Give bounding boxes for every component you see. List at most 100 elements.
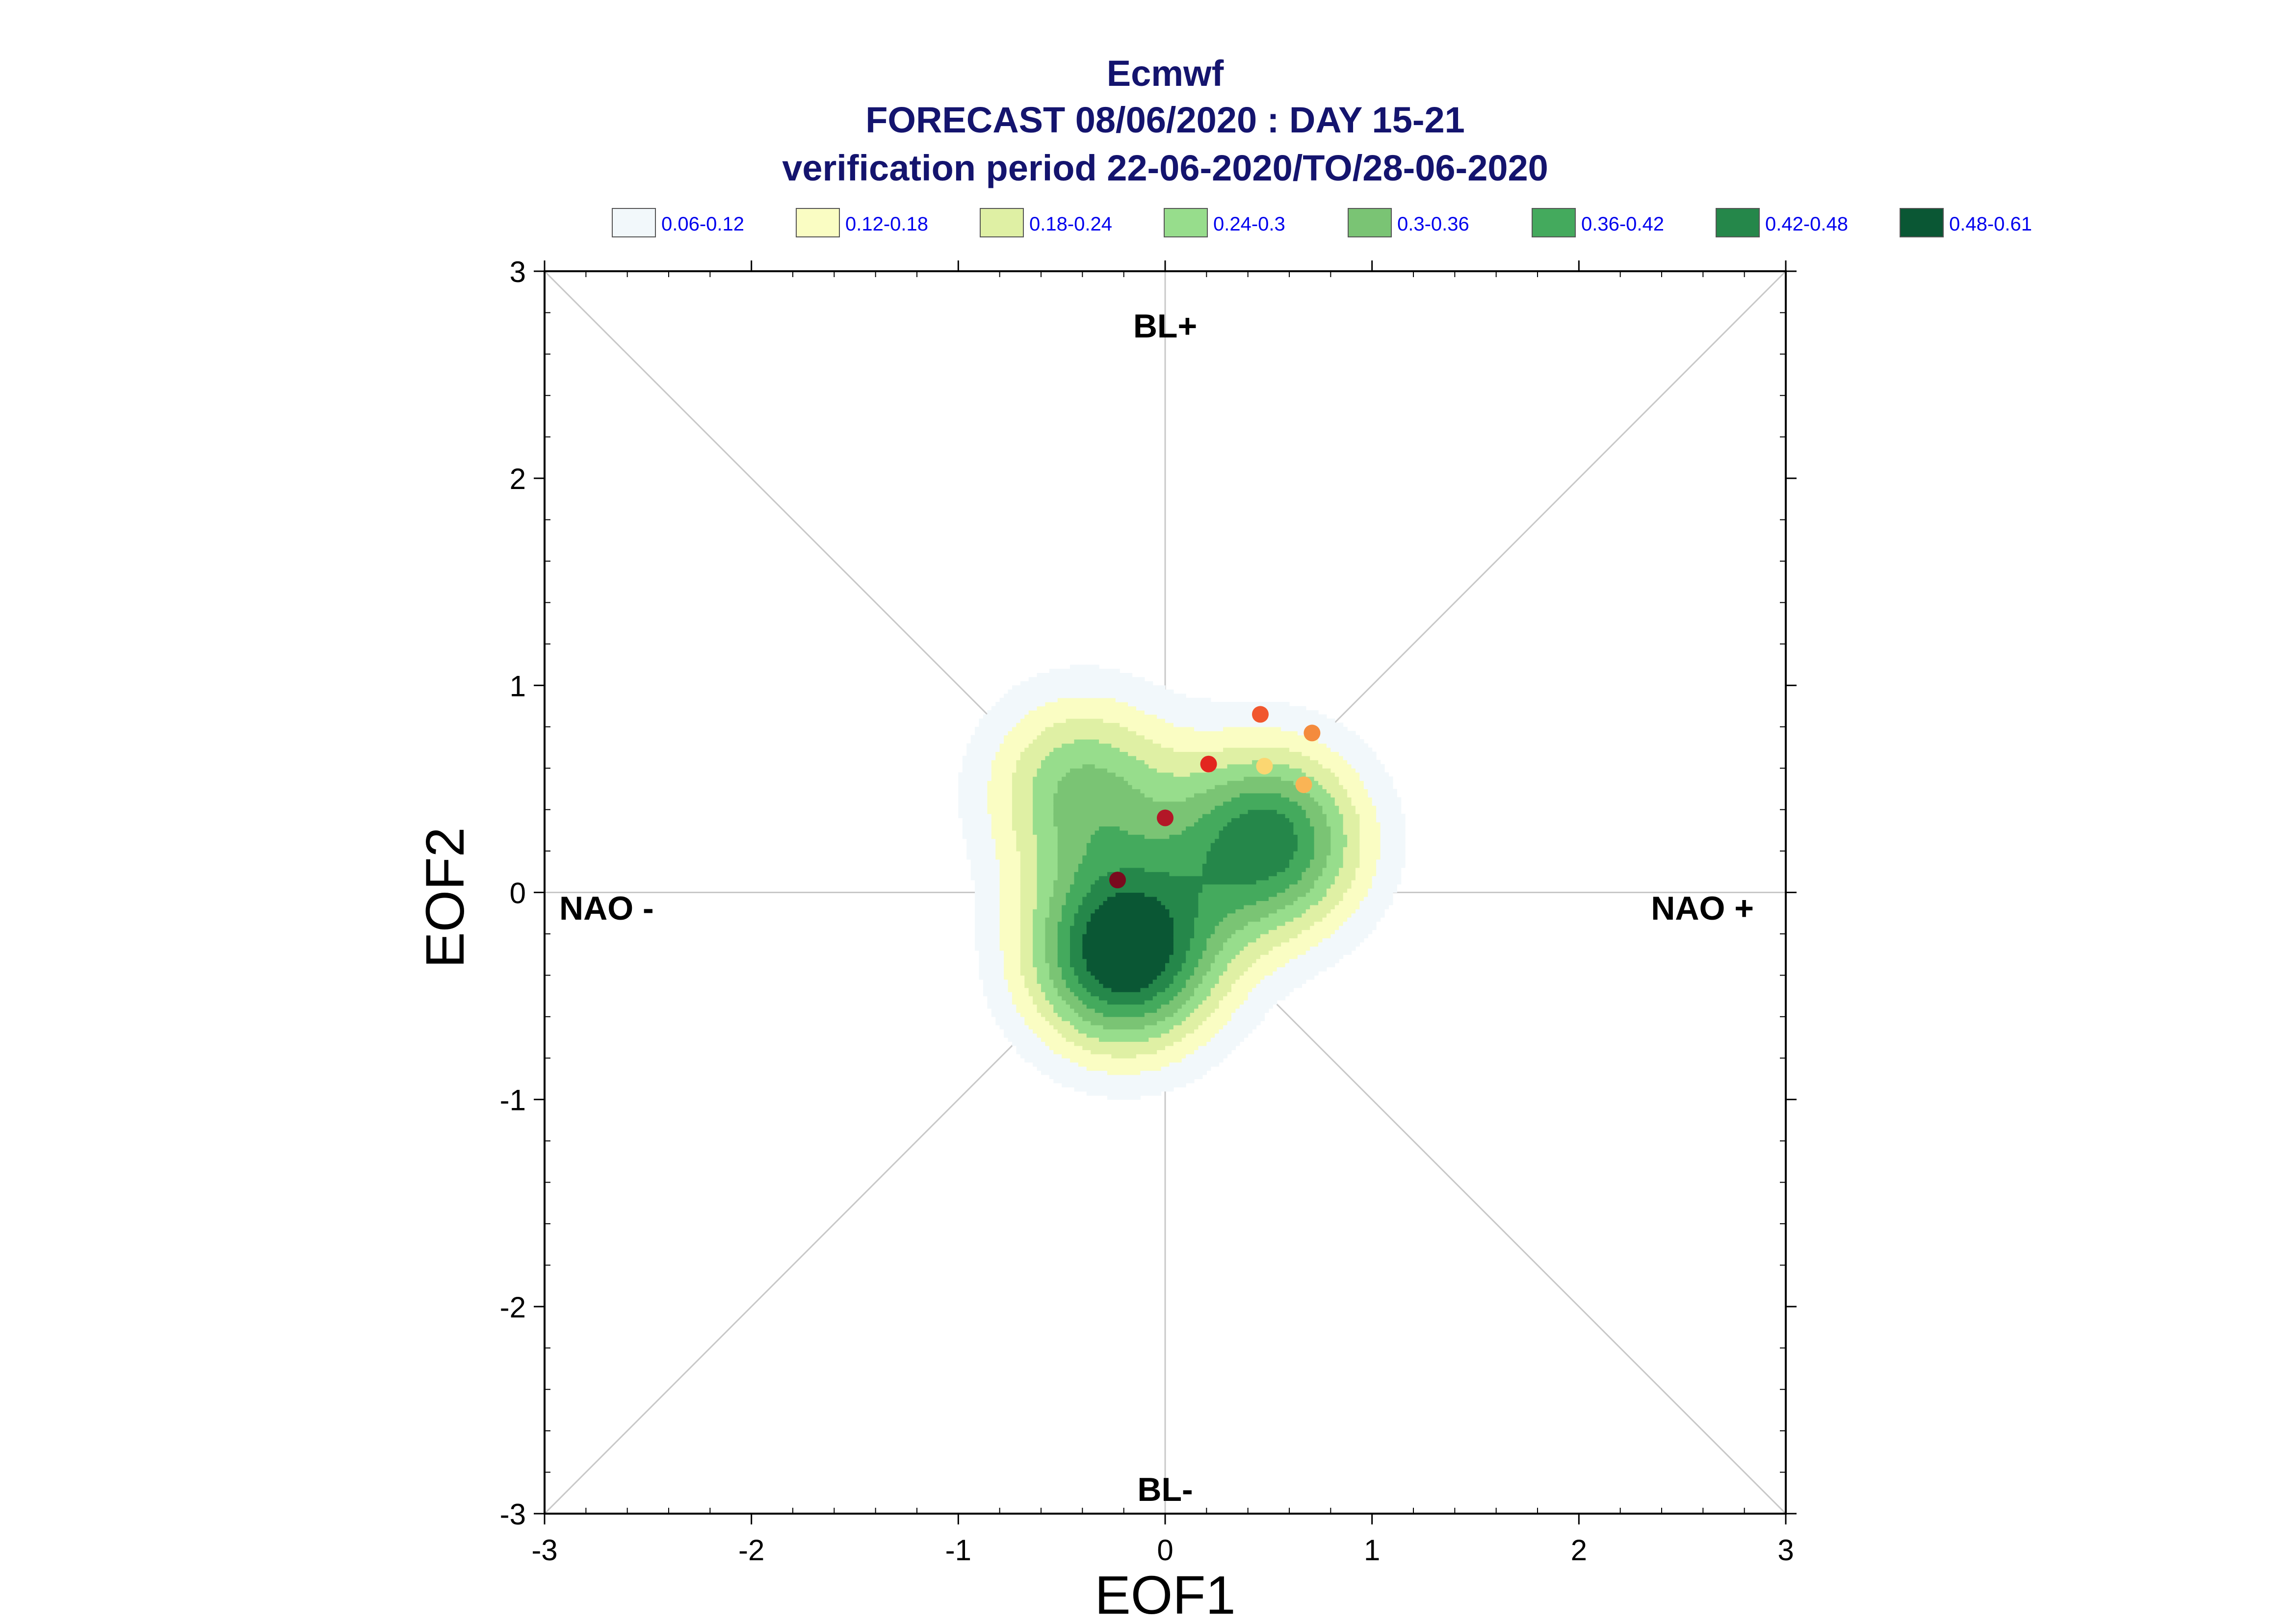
density-cell <box>1041 996 1046 1001</box>
density-cell <box>1078 697 1083 702</box>
density-cell <box>1120 826 1124 831</box>
density-cell <box>1103 755 1108 760</box>
density-cell <box>1008 1016 1013 1021</box>
density-cell <box>983 747 988 752</box>
density-cell <box>1074 1008 1079 1013</box>
density-cell <box>1020 892 1025 897</box>
density-cell <box>1115 933 1120 938</box>
density-cell <box>1123 1037 1128 1042</box>
density-cell <box>1177 764 1182 769</box>
density-cell <box>1115 747 1120 752</box>
density-cell <box>1132 1021 1137 1026</box>
density-cell <box>1111 942 1116 947</box>
density-cell <box>1053 710 1058 715</box>
density-cell <box>1016 710 1021 715</box>
density-cell <box>1157 1058 1162 1063</box>
density-cell <box>1140 843 1145 848</box>
density-cell <box>1037 921 1042 926</box>
density-cell <box>1004 797 1009 802</box>
density-cell <box>1095 967 1099 972</box>
density-cell <box>1086 909 1091 914</box>
density-cell <box>1078 818 1083 823</box>
density-cell <box>1062 801 1067 806</box>
density-cell <box>1041 1066 1046 1071</box>
density-cell <box>1136 751 1141 756</box>
density-cell <box>1136 901 1141 905</box>
density-cell <box>1053 971 1058 976</box>
density-cell <box>1070 892 1075 897</box>
density-cell <box>1148 793 1153 798</box>
density-cell <box>983 933 988 938</box>
density-cell <box>1165 926 1170 930</box>
density-cell <box>1099 892 1104 897</box>
density-cell <box>1165 702 1170 707</box>
density-cell <box>1078 1050 1083 1055</box>
density-cell <box>1020 760 1025 765</box>
density-cell <box>1169 851 1174 856</box>
density-cell <box>1045 822 1050 827</box>
density-cell <box>1004 987 1009 992</box>
density-cell <box>1181 884 1186 889</box>
density-cell <box>1062 1041 1067 1046</box>
density-cell <box>1111 867 1116 872</box>
density-cell <box>1152 967 1157 972</box>
density-cell <box>1165 896 1170 901</box>
density-cell <box>1128 784 1133 790</box>
density-cell <box>1078 685 1083 690</box>
density-cell <box>1140 975 1145 980</box>
density-cell <box>1028 834 1033 839</box>
density-cell <box>1144 1083 1149 1087</box>
density-cell <box>1099 797 1104 802</box>
density-cell <box>1099 913 1104 918</box>
density-cell <box>1078 880 1083 885</box>
density-cell <box>1037 673 1042 678</box>
density-cell <box>1111 751 1116 756</box>
density-cell <box>1148 938 1153 943</box>
density-cell <box>1165 904 1170 909</box>
density-cell <box>1004 971 1009 976</box>
density-cell <box>1033 780 1038 785</box>
density-cell <box>1123 872 1128 876</box>
density-cell <box>1086 904 1091 909</box>
density-cell <box>1049 996 1054 1001</box>
density-cell <box>1012 979 1017 984</box>
density-cell <box>1107 751 1112 756</box>
density-cell <box>1066 780 1070 785</box>
density-cell <box>1082 1041 1087 1046</box>
density-cell <box>1062 946 1067 951</box>
density-cell <box>1095 772 1099 777</box>
density-cell <box>1004 1004 1009 1009</box>
density-cell <box>1161 755 1166 760</box>
density-cell <box>1132 996 1137 1001</box>
density-cell <box>1062 1050 1067 1055</box>
density-cell <box>1091 1021 1095 1026</box>
density-cell <box>1120 909 1124 914</box>
density-cell <box>1037 814 1042 819</box>
density-cell <box>1173 942 1178 947</box>
density-cell <box>999 747 1004 752</box>
density-cell <box>958 776 963 781</box>
density-cell <box>1136 863 1141 868</box>
density-cell <box>1070 1025 1075 1030</box>
density-cell <box>1074 876 1079 880</box>
density-cell <box>1132 1079 1137 1083</box>
density-cell <box>995 958 1000 963</box>
density-cell <box>1152 780 1157 785</box>
density-cell <box>991 776 996 781</box>
density-cell <box>1062 731 1067 736</box>
density-cell <box>1078 665 1083 670</box>
density-cell <box>1095 954 1099 959</box>
density-cell <box>1157 731 1162 736</box>
density-cell <box>1074 921 1079 926</box>
density-cell <box>1177 1000 1182 1005</box>
density-cell <box>995 834 1000 839</box>
density-cell <box>1082 1029 1087 1034</box>
density-cell <box>987 996 992 1001</box>
density-cell <box>1049 826 1054 831</box>
density-cell <box>975 743 980 748</box>
density-cell <box>1099 1012 1104 1017</box>
density-cell <box>1095 1058 1099 1063</box>
density-cell <box>1173 1079 1178 1083</box>
density-cell <box>1095 843 1099 848</box>
density-cell <box>1008 780 1013 785</box>
